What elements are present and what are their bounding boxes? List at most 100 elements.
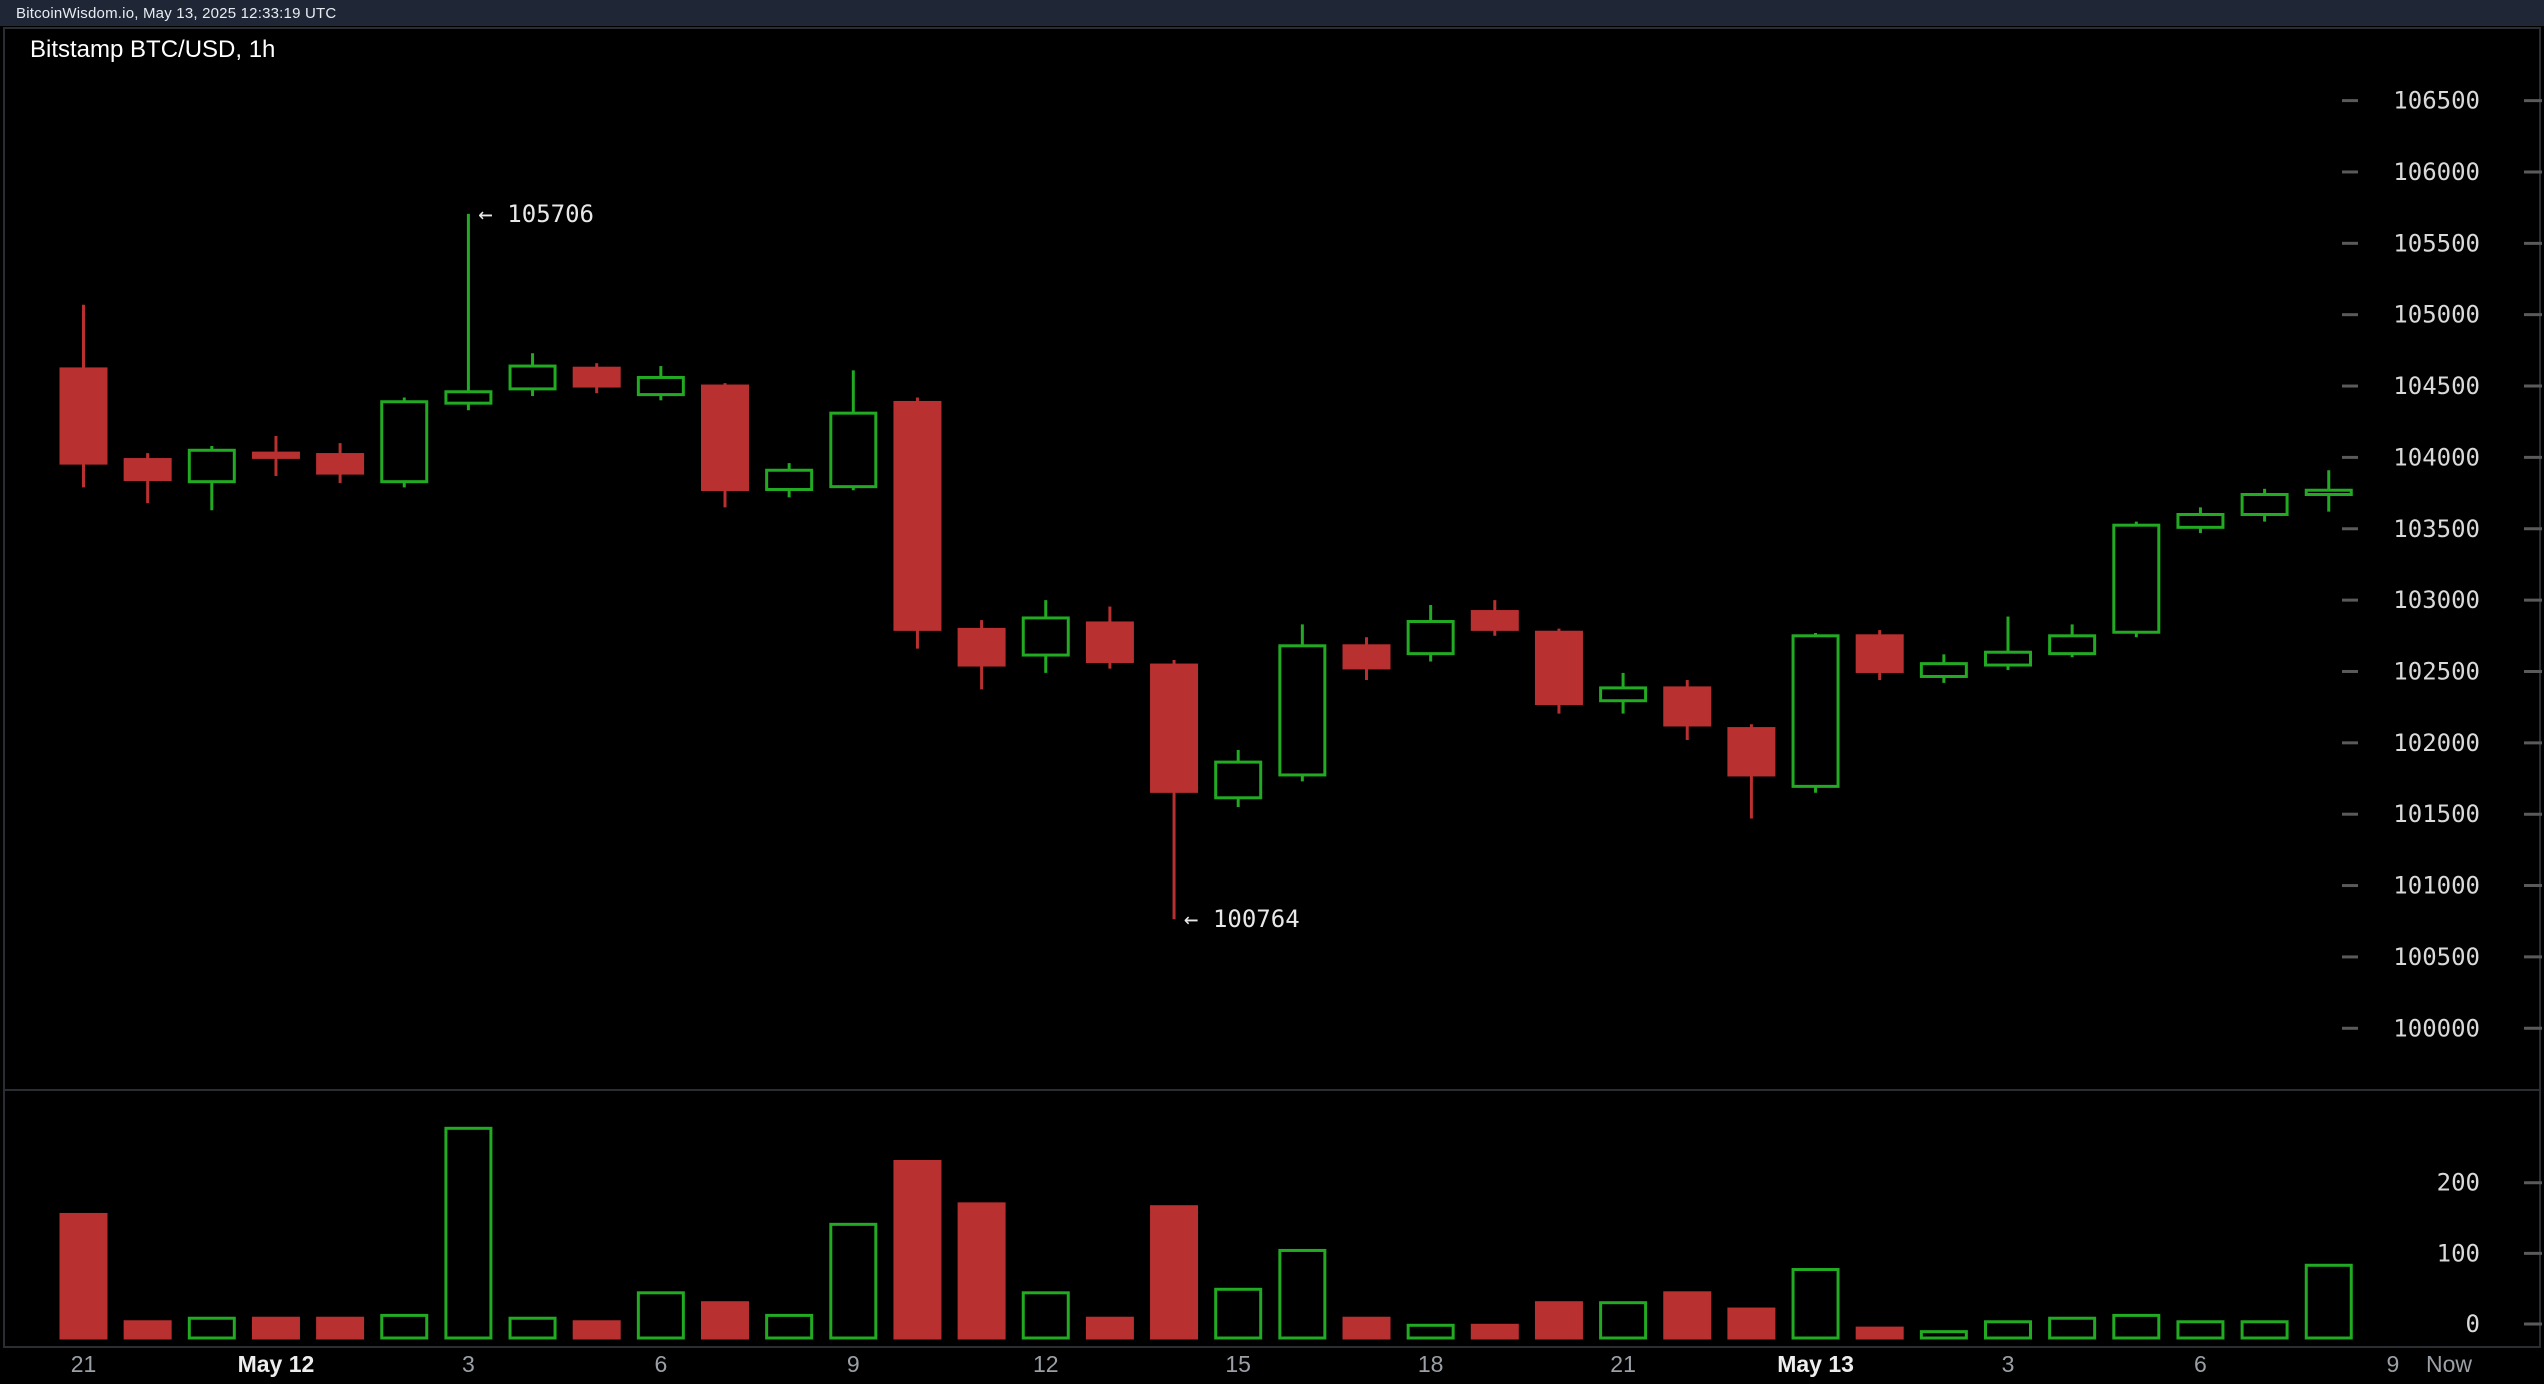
volume-bar [2240, 1320, 2289, 1340]
volume-bar [2048, 1316, 2097, 1340]
chart-frame [3, 27, 2541, 1348]
candle-body [2176, 512, 2225, 529]
volume-bar [1406, 1323, 1455, 1340]
candle-body [1085, 621, 1134, 663]
candle-body [123, 458, 172, 482]
volume-bar [957, 1202, 1006, 1340]
price-axis-label: 106500 [2393, 87, 2480, 115]
chart-title: Bitstamp BTC/USD, 1h [30, 36, 276, 63]
candle-body [1342, 644, 1391, 670]
candle-body [187, 448, 236, 484]
volume-bar [1791, 1268, 1840, 1340]
candle-body [251, 451, 300, 459]
volume-bar [1150, 1205, 1199, 1340]
candle-body [765, 468, 814, 492]
status-bar: BitcoinWisdom.io, May 13, 2025 12:33:19 … [0, 0, 2544, 26]
price-axis-label: 105500 [2393, 229, 2480, 257]
volume-bar [59, 1212, 108, 1340]
hour-label: 15 [1225, 1351, 1251, 1377]
candle-body [1791, 634, 1840, 788]
price-axis-label: 104000 [2393, 443, 2480, 471]
hour-label: 6 [2194, 1351, 2207, 1377]
hour-label: 18 [1418, 1351, 1444, 1377]
volume-axis-label: 200 [2437, 1169, 2480, 1197]
volume-bar [1021, 1291, 1070, 1340]
hour-label: 3 [2002, 1351, 2015, 1377]
volume-bar [187, 1316, 236, 1340]
price-axis-label: 103000 [2393, 586, 2480, 614]
price-axis-label: 101000 [2393, 872, 2480, 900]
volume-bar [1663, 1291, 1712, 1340]
volume-axis-label: 0 [2466, 1310, 2480, 1338]
hour-label: 9 [847, 1351, 860, 1377]
hour-label: 21 [71, 1351, 97, 1377]
volume-bar [701, 1301, 749, 1340]
hour-label: 9 [2387, 1351, 2400, 1377]
candle-body [893, 400, 942, 631]
price-axis-label: 105000 [2393, 301, 2480, 329]
price-axis-label: 102500 [2393, 657, 2480, 685]
candle-body [1599, 686, 1648, 703]
volume-bar [380, 1313, 429, 1340]
volume-bar [444, 1126, 493, 1340]
candle-body [508, 364, 557, 391]
volume-bar [251, 1316, 300, 1340]
candle-body [444, 390, 493, 405]
candle-body [380, 400, 429, 484]
now-label: Now [2426, 1351, 2472, 1377]
volume-bar [1599, 1301, 1648, 1340]
candle-body [1727, 727, 1776, 777]
volume-bar [1470, 1323, 1519, 1340]
status-text: BitcoinWisdom.io, May 13, 2025 12:33:19 … [16, 4, 337, 22]
volume-bar [1727, 1307, 1776, 1340]
volume-bar [765, 1313, 814, 1340]
candle-body [59, 367, 108, 465]
price-axis-label: 106000 [2393, 158, 2480, 186]
candle-body [2240, 493, 2289, 516]
candle-body [1919, 662, 1968, 678]
candle-body [316, 453, 365, 475]
price-annotation: ← 100764 [1184, 905, 1300, 933]
candle-body [2048, 634, 2097, 656]
candle-body [1470, 610, 1519, 631]
volume-bar [1214, 1287, 1263, 1340]
volume-bar [508, 1316, 557, 1340]
candle-body [957, 627, 1006, 667]
volume-bar [2176, 1320, 2225, 1340]
candle-body [1663, 686, 1712, 727]
price-axis-label: 102000 [2393, 729, 2480, 757]
candle-body [1406, 620, 1455, 656]
hour-label: 12 [1033, 1351, 1059, 1377]
volume-bar [572, 1320, 621, 1340]
candle-body [572, 366, 621, 388]
candle-body [829, 411, 878, 489]
volume-bar [1278, 1248, 1327, 1340]
volume-bar [1085, 1316, 1134, 1340]
date-label: May 12 [238, 1351, 315, 1377]
hour-label: 6 [654, 1351, 667, 1377]
candle-body [2112, 523, 2161, 634]
candle-body [1214, 760, 1263, 800]
volume-bar [316, 1316, 365, 1340]
price-axis-label: 100000 [2393, 1014, 2480, 1042]
volume-bar [2304, 1263, 2353, 1340]
volume-bar [1342, 1316, 1391, 1340]
price-axis-label: 101500 [2393, 800, 2480, 828]
candle-body [701, 384, 749, 492]
price-axis-label: 100500 [2393, 943, 2480, 971]
volume-bar [1984, 1320, 2032, 1340]
volume-bar [829, 1222, 878, 1340]
volume-bar [1855, 1326, 1904, 1340]
price-axis-label: 103500 [2393, 515, 2480, 543]
volume-bar [893, 1160, 942, 1340]
volume-axis-label: 100 [2437, 1239, 2480, 1267]
price-annotation: ← 105706 [478, 200, 594, 228]
volume-bar [123, 1320, 172, 1340]
volume-bar [1919, 1330, 1968, 1340]
candle-body [1855, 634, 1904, 673]
candle-body [1150, 663, 1199, 793]
candle-body [1534, 630, 1583, 706]
hour-label: 3 [462, 1351, 475, 1377]
volume-bar [636, 1291, 685, 1340]
